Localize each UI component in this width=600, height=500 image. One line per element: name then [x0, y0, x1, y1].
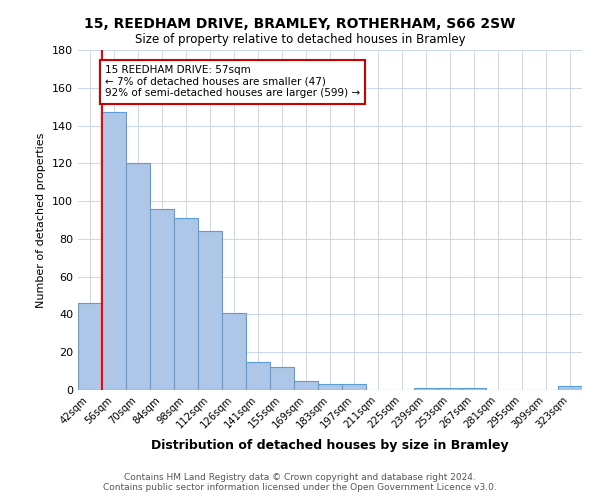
- Bar: [270, 368, 294, 390]
- Bar: [246, 362, 270, 390]
- Y-axis label: Number of detached properties: Number of detached properties: [37, 132, 46, 308]
- Text: Contains HM Land Registry data © Crown copyright and database right 2024.
Contai: Contains HM Land Registry data © Crown c…: [103, 473, 497, 492]
- Bar: [414, 388, 438, 390]
- Bar: [342, 384, 366, 390]
- Bar: [222, 312, 246, 390]
- Bar: [294, 380, 318, 390]
- Bar: [150, 208, 174, 390]
- Bar: [438, 388, 462, 390]
- Bar: [174, 218, 198, 390]
- Text: 15 REEDHAM DRIVE: 57sqm
← 7% of detached houses are smaller (47)
92% of semi-det: 15 REEDHAM DRIVE: 57sqm ← 7% of detached…: [105, 65, 360, 98]
- Text: Size of property relative to detached houses in Bramley: Size of property relative to detached ho…: [134, 32, 466, 46]
- Bar: [102, 112, 126, 390]
- Bar: [462, 388, 486, 390]
- Bar: [126, 164, 150, 390]
- Bar: [558, 386, 582, 390]
- Bar: [198, 232, 222, 390]
- Bar: [78, 303, 102, 390]
- Text: 15, REEDHAM DRIVE, BRAMLEY, ROTHERHAM, S66 2SW: 15, REEDHAM DRIVE, BRAMLEY, ROTHERHAM, S…: [85, 18, 515, 32]
- X-axis label: Distribution of detached houses by size in Bramley: Distribution of detached houses by size …: [151, 439, 509, 452]
- Bar: [318, 384, 342, 390]
